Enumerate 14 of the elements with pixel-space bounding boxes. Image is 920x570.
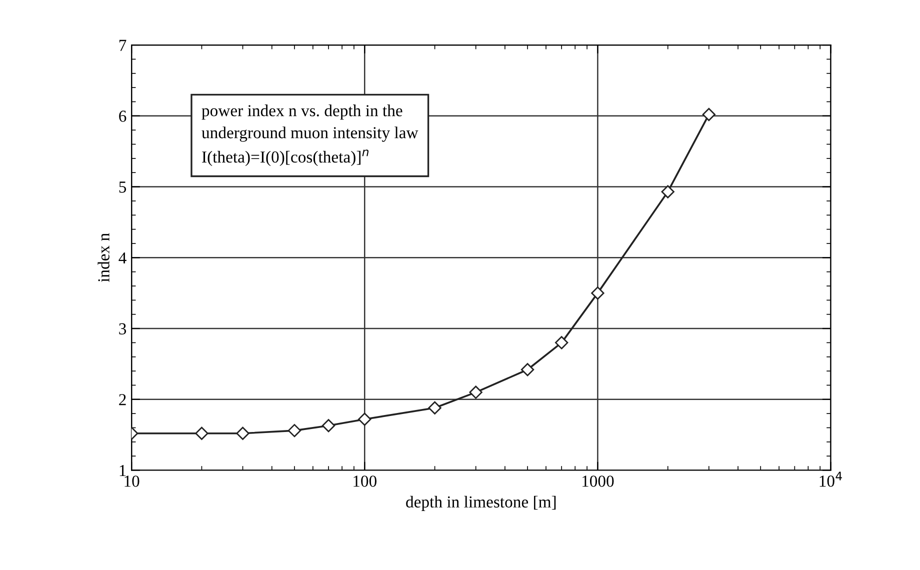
x-tick-label: 10 — [124, 476, 140, 487]
y-tick-label: 7 — [119, 40, 126, 51]
y-tick-label: 2 — [119, 394, 126, 406]
y-tick-label: 4 — [118, 252, 126, 264]
x-tick-label: 1000 — [582, 476, 614, 487]
y-tick-label: 5 — [119, 182, 126, 193]
annotation: power index n vs. depth in the underground muon intensity law I(theta)=I(0)[cos(theta)]$^{n}$ — [202, 104, 418, 166]
x-axis-title: depth in limestone [m] — [406, 496, 556, 511]
y-tick-label: 6 — [119, 110, 126, 122]
y-tick-label: 3 — [119, 323, 126, 334]
x-tick-label: 10$^{4}$ — [820, 472, 842, 487]
y-axis-title: index n — [98, 233, 110, 282]
x-tick-label: 100 — [354, 476, 376, 487]
y-tick-label: 1 — [120, 465, 126, 476]
